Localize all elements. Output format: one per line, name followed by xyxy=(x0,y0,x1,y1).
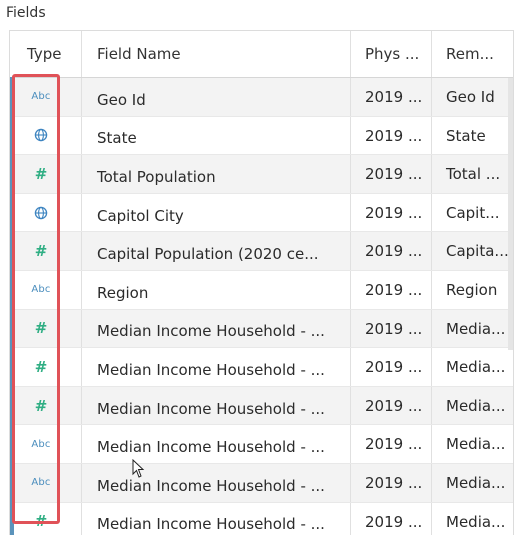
panel-title: Fields xyxy=(6,5,46,21)
remote-field-name-cell: Media... xyxy=(446,396,506,415)
table-row[interactable]: Abc Median Income Household - ... 2019 ...… xyxy=(14,425,513,464)
fields-grid: Type Field Name Phys ... Rem... Abc Geo I… xyxy=(9,30,514,535)
remote-field-name-cell: Total ... xyxy=(446,165,501,184)
table-row[interactable]: # Median Income Household - ... 2019 ... Me… xyxy=(14,386,513,426)
physical-table-cell: 2019 ... xyxy=(351,425,432,463)
physical-table-cell: 2019 ... xyxy=(351,463,432,502)
physical-table-cell: 2019 ... xyxy=(351,309,432,348)
physical-table-cell: 2019 ... xyxy=(351,78,432,116)
column-header-physical-table[interactable]: Phys ... xyxy=(351,31,432,77)
field-name-cell[interactable]: Geo Id xyxy=(82,78,351,116)
type-cell[interactable] xyxy=(14,193,82,232)
table-row[interactable]: Capitol City 2019 ... Capit... xyxy=(14,193,513,233)
table-row[interactable]: # Median Income Household - ... 2019 ... Me… xyxy=(14,348,513,387)
remote-field-name-cell: Capit... xyxy=(446,203,500,222)
field-name-cell[interactable]: Median Income Household - ... xyxy=(82,425,351,463)
field-name-cell[interactable]: Median Income Household - ... xyxy=(82,386,351,425)
type-cell[interactable]: Abc xyxy=(14,425,82,463)
abc-icon[interactable]: Abc xyxy=(31,477,51,489)
remote-field-name-cell: Media... xyxy=(446,435,506,454)
hash-icon[interactable]: # xyxy=(34,164,48,183)
type-cell[interactable]: # xyxy=(14,348,82,386)
physical-table-cell: 2019 ... xyxy=(351,502,432,535)
remote-field-name-cell: State xyxy=(446,126,486,145)
remote-field-name-cell: Capita... xyxy=(446,242,509,261)
table-row[interactable]: # Median Income Household - ... 2019 ... Me… xyxy=(14,309,513,349)
vertical-scrollbar[interactable] xyxy=(508,78,513,350)
grid-rows: Abc Geo Id 2019 ... Geo Id State 2019 ... Stat… xyxy=(14,78,513,535)
field-name-cell[interactable]: State xyxy=(82,116,351,155)
physical-table-cell: 2019 ... xyxy=(351,386,432,425)
globe-icon[interactable] xyxy=(27,128,55,142)
remote-field-name-cell: Region xyxy=(446,280,498,299)
field-name-cell[interactable]: Region xyxy=(82,270,351,309)
remote-field-name-cell: Geo Id xyxy=(446,88,495,106)
type-cell[interactable]: Abc xyxy=(14,270,82,309)
table-row[interactable]: # Median Income Household - ... 2019 ... Me… xyxy=(14,502,513,535)
field-name-cell[interactable]: Capitol City xyxy=(82,193,351,232)
field-name-cell[interactable]: Median Income Household - ... xyxy=(82,463,351,502)
physical-table-cell: 2019 ... xyxy=(351,155,432,193)
hash-icon[interactable]: # xyxy=(34,319,48,338)
abc-icon[interactable]: Abc xyxy=(31,91,51,103)
abc-icon[interactable]: Abc xyxy=(31,438,51,450)
type-cell[interactable] xyxy=(14,116,82,155)
table-row[interactable]: # Capital Population (2020 ce... 2019 ... C… xyxy=(14,232,513,271)
remote-field-name-cell: Media... xyxy=(446,319,506,338)
physical-table-cell: 2019 ... xyxy=(351,270,432,309)
table-row[interactable]: State 2019 ... State xyxy=(14,116,513,156)
remote-field-name-cell: Media... xyxy=(446,512,506,531)
type-cell[interactable]: # xyxy=(14,309,82,348)
column-header-type[interactable]: Type xyxy=(14,31,82,77)
field-name-cell[interactable]: Capital Population (2020 ce... xyxy=(82,232,351,270)
physical-table-cell: 2019 ... xyxy=(351,232,432,270)
hash-icon[interactable]: # xyxy=(34,396,48,415)
column-header-field-name[interactable]: Field Name xyxy=(82,31,351,77)
hash-icon[interactable]: # xyxy=(34,357,48,376)
hash-icon[interactable]: # xyxy=(34,242,48,261)
physical-table-cell: 2019 ... xyxy=(351,348,432,386)
physical-table-cell: 2019 ... xyxy=(351,193,432,232)
remote-field-name-cell: Media... xyxy=(446,473,506,492)
table-row[interactable]: Abc Median Income Household - ... 2019 ...… xyxy=(14,463,513,503)
table-row[interactable]: # Total Population 2019 ... Total ... xyxy=(14,155,513,194)
type-cell[interactable]: # xyxy=(14,386,82,425)
field-name-cell[interactable]: Total Population xyxy=(82,155,351,193)
remote-field-name-cell: Media... xyxy=(446,358,506,377)
type-cell[interactable]: # xyxy=(14,232,82,270)
field-name-cell[interactable]: Median Income Household - ... xyxy=(82,348,351,386)
column-header-remote-field-name[interactable]: Rem... xyxy=(446,45,494,63)
type-cell[interactable]: Abc xyxy=(14,78,82,116)
type-cell[interactable]: # xyxy=(14,155,82,193)
field-name-cell[interactable]: Median Income Household - ... xyxy=(82,502,351,535)
type-cell[interactable]: Abc xyxy=(14,463,82,502)
abc-icon[interactable]: Abc xyxy=(31,284,51,296)
physical-table-cell: 2019 ... xyxy=(351,116,432,155)
globe-icon[interactable] xyxy=(27,206,55,220)
table-row[interactable]: Abc Region 2019 ... Region xyxy=(14,270,513,310)
table-row[interactable]: Abc Geo Id 2019 ... Geo Id xyxy=(14,78,513,117)
grid-header: Type Field Name Phys ... Rem... xyxy=(14,31,513,78)
mouse-cursor-icon xyxy=(132,459,145,478)
field-name-cell[interactable]: Median Income Household - ... xyxy=(82,309,351,348)
type-column-highlight-box xyxy=(12,74,60,524)
